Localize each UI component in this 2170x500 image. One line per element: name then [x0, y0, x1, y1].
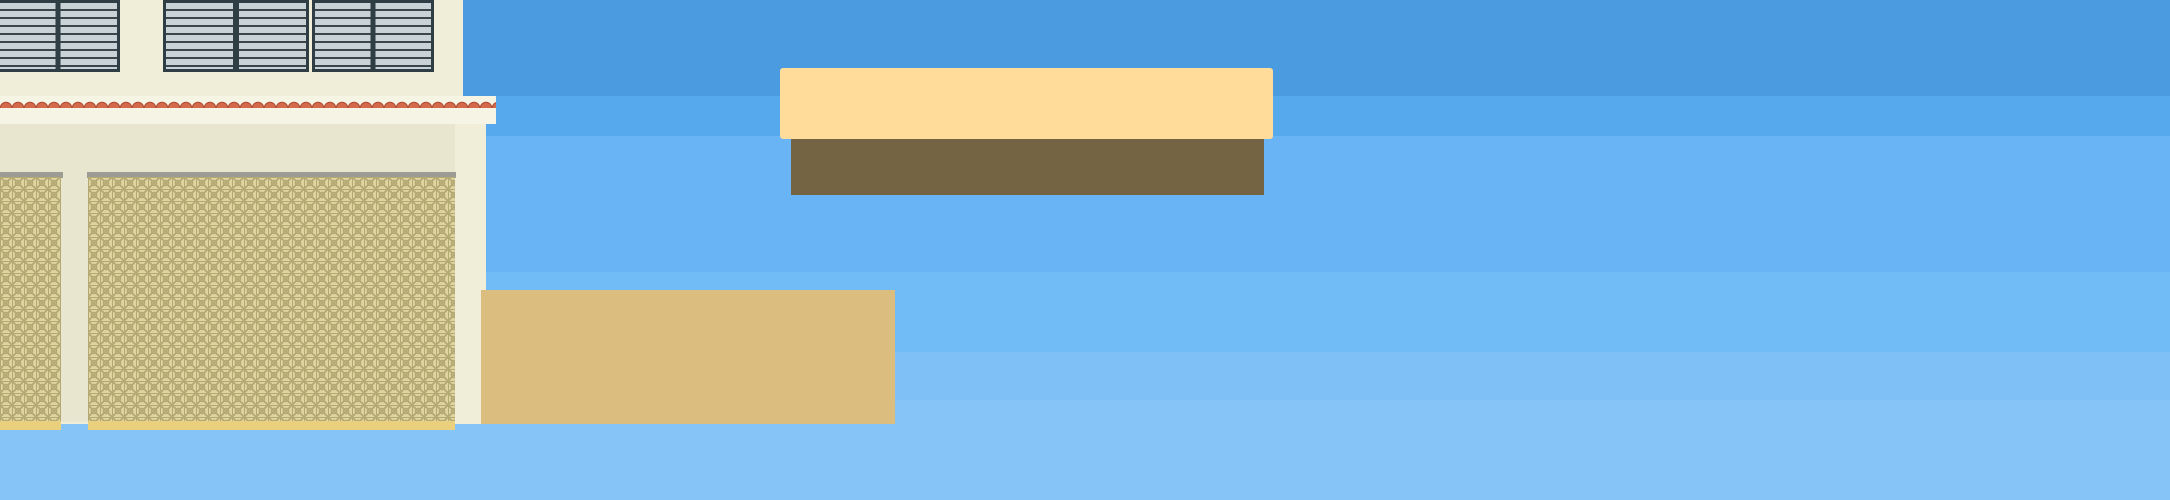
breeze-block-sill — [87, 172, 456, 178]
floating-platform-top — [780, 68, 1273, 139]
breeze-block-screen — [88, 177, 455, 421]
window-shutter — [163, 0, 309, 72]
breeze-block-screen — [0, 177, 61, 421]
breeze-block-sill — [0, 172, 63, 178]
roof-tiles — [0, 96, 496, 108]
breeze-block-foot — [88, 421, 455, 430]
window-shutter — [0, 0, 120, 72]
breeze-block-foot — [0, 421, 61, 430]
window-shutter — [312, 0, 434, 72]
building-cornice — [0, 108, 496, 124]
ground-block — [481, 290, 895, 424]
floating-platform-base — [791, 139, 1264, 195]
